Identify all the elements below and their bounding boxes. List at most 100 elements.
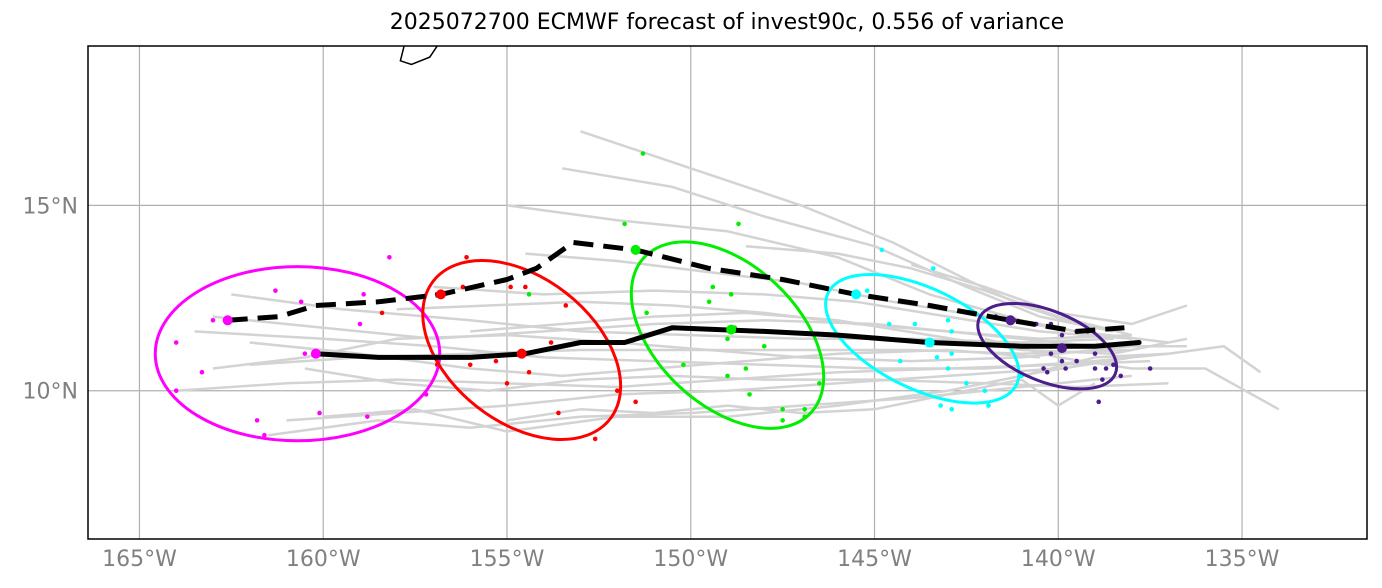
member-point <box>1118 373 1124 379</box>
member-point <box>780 406 785 412</box>
coastline-path <box>399 46 438 66</box>
member-point <box>949 329 954 334</box>
member-point <box>302 351 308 356</box>
y-tick-label: 10°N <box>23 380 78 405</box>
member-point <box>467 362 473 368</box>
ensemble-track <box>525 252 1169 344</box>
member-point <box>945 318 951 323</box>
x-tick-label: 145°W <box>837 547 912 572</box>
cluster-ellipse <box>629 240 826 430</box>
member-point <box>262 432 267 438</box>
member-point <box>986 403 991 408</box>
member-point <box>761 343 767 349</box>
cluster-mean-points <box>222 244 1067 359</box>
member-point <box>357 321 363 327</box>
plot-area <box>153 46 1280 443</box>
member-point <box>526 369 532 375</box>
member-point <box>379 310 385 316</box>
member-point <box>508 284 513 290</box>
cluster-ellipse <box>976 301 1119 391</box>
y-tick-label: 15°N <box>23 194 78 219</box>
member-point <box>317 410 322 416</box>
member-point <box>949 406 954 412</box>
cluster-mean-point <box>726 324 737 335</box>
member-point <box>879 247 885 253</box>
member-point <box>817 381 822 386</box>
cluster-ellipse <box>153 265 442 443</box>
cluster-mean-point <box>435 289 446 300</box>
member-point <box>747 392 752 397</box>
member-point <box>681 362 686 368</box>
member-point <box>706 299 712 305</box>
cluster-mean-point <box>630 244 641 255</box>
member-point <box>725 336 730 342</box>
member-point <box>548 340 554 345</box>
ensemble-track <box>176 359 1151 392</box>
member-point <box>493 358 499 364</box>
member-point <box>1147 366 1153 371</box>
member-point <box>173 388 179 394</box>
member-point <box>1100 377 1105 382</box>
cluster-mean-point <box>924 337 935 348</box>
cluster-ellipse <box>824 273 1021 405</box>
ensemble-track <box>212 315 1187 348</box>
member-point <box>173 340 179 345</box>
ensemble-track <box>323 356 1132 433</box>
cluster-mean-point <box>222 315 233 326</box>
axes-frame <box>87 45 1368 540</box>
solid-track <box>313 325 1142 360</box>
member-point <box>982 388 988 394</box>
cluster-mean-point <box>310 348 321 359</box>
ensemble-track <box>506 378 1096 422</box>
member-point <box>563 303 569 308</box>
member-point <box>802 406 807 412</box>
member-point <box>736 221 741 227</box>
ensemble-tracks <box>176 130 1280 437</box>
member-point <box>460 284 466 290</box>
member-point <box>728 292 734 297</box>
member-point <box>864 288 870 293</box>
x-tick-label: 150°W <box>653 547 728 572</box>
cluster-ellipse <box>421 259 623 441</box>
ensemble-track <box>984 337 1280 411</box>
member-point <box>725 373 730 379</box>
cluster-ellipses <box>153 240 1119 443</box>
member-point <box>780 418 785 423</box>
member-point <box>912 321 918 327</box>
member-point <box>1044 369 1050 375</box>
member-point <box>949 351 954 356</box>
ensemble-track <box>470 311 1188 355</box>
tick-labels: 165°W 160°W 155°W 150°W 145°W 140°W 135°W 10°N 1… <box>23 194 1280 572</box>
member-point <box>1048 351 1054 356</box>
member-point <box>964 381 969 386</box>
member-point <box>365 414 370 419</box>
member-point <box>633 399 638 405</box>
cluster-mean-point <box>516 348 527 359</box>
member-point <box>1092 351 1098 356</box>
highlighted-tracks <box>227 240 1142 360</box>
member-point <box>945 366 951 371</box>
member-point <box>1059 332 1065 338</box>
member-point <box>622 221 627 227</box>
member-point <box>592 436 598 442</box>
member-point <box>614 388 620 394</box>
member-point <box>938 403 943 408</box>
member-point <box>710 284 716 290</box>
member-point <box>504 381 510 386</box>
member-point <box>1096 399 1102 405</box>
cluster-mean-point <box>1056 343 1067 354</box>
ensemble-track <box>212 333 1132 370</box>
x-tick-label: 165°W <box>102 547 177 572</box>
member-point <box>743 366 749 371</box>
member-point <box>886 321 892 327</box>
member-point <box>556 410 561 416</box>
member-point <box>1041 366 1046 371</box>
member-point <box>931 266 936 271</box>
member-point <box>523 284 528 290</box>
x-tick-label: 140°W <box>1021 547 1096 572</box>
member-point <box>199 369 205 375</box>
ensemble-track <box>433 285 1132 341</box>
cluster-mean-point <box>1005 315 1016 326</box>
member-point <box>897 358 903 364</box>
